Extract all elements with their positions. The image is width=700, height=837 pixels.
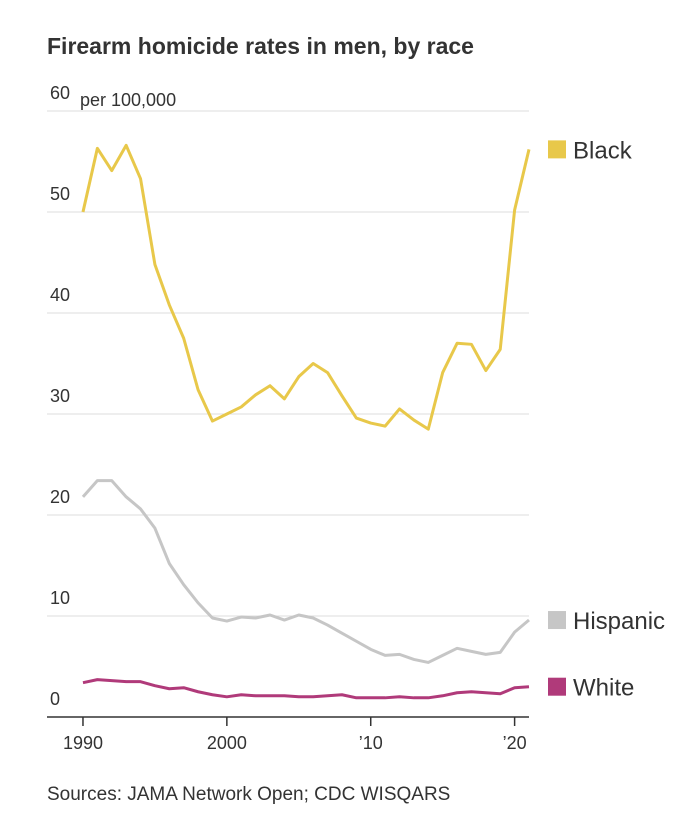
y-tick-label: 60 [50, 83, 70, 103]
chart-title: Firearm homicide rates in men, by race [47, 33, 474, 59]
y-tick-label: 40 [50, 285, 70, 305]
y-tick-label: 0 [50, 689, 60, 709]
legend-swatch [548, 677, 566, 696]
y-tick-label: 30 [50, 386, 70, 406]
x-tick-label: ’10 [359, 733, 383, 753]
legend-label: Hispanic [573, 608, 665, 635]
series-line [81, 143, 531, 431]
legend-label: White [573, 675, 634, 702]
series-line [82, 678, 530, 700]
y-tick-label: 10 [50, 588, 70, 608]
y-tick-label: 20 [50, 487, 70, 507]
y-tick-label: 50 [50, 184, 70, 204]
source: Sources: JAMA Network Open; CDC WISQARS [47, 784, 450, 805]
y-axis-label: per 100,000 [80, 90, 176, 110]
x-tick-label: ’20 [503, 733, 527, 753]
legend-swatch [548, 140, 566, 159]
legend-swatch [548, 611, 566, 630]
series-line [81, 479, 530, 664]
x-tick-label: 1990 [63, 733, 103, 753]
x-tick-label: 2000 [207, 733, 247, 753]
legend-label: Black [573, 137, 633, 164]
